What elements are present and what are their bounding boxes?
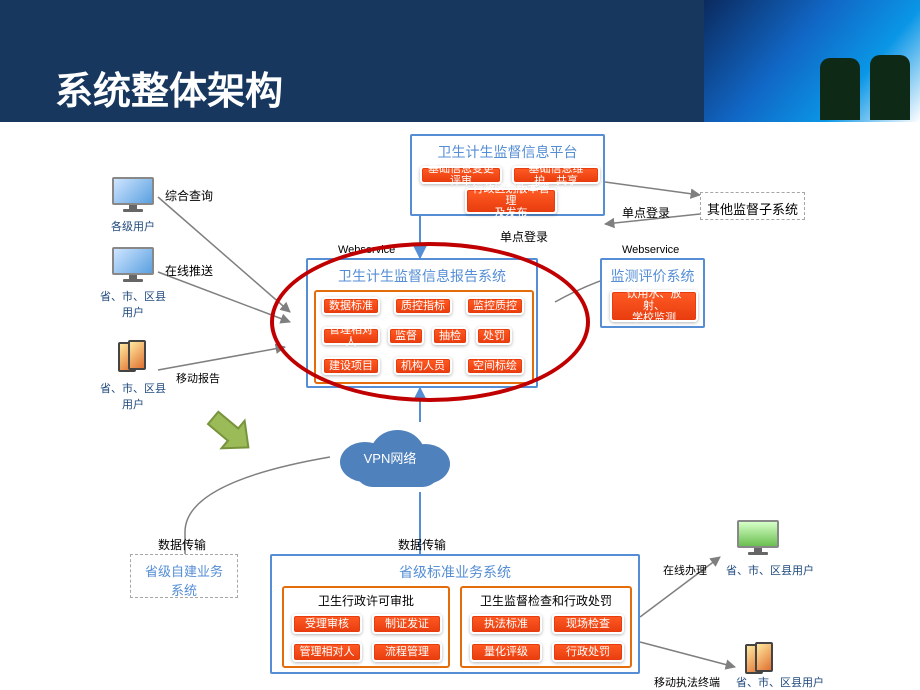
pill-ps-l-1: 制证发证 xyxy=(372,614,442,634)
monitor-icon-2 xyxy=(110,247,156,287)
dt-left: 数据传输 xyxy=(158,536,206,553)
prov-std-right-title: 卫生监督检查和行政处罚 xyxy=(462,588,630,609)
monitor-icon-3 xyxy=(735,520,781,560)
prov-std-left: 卫生行政许可审批 受理审核 制证发证 管理相对人 流程管理 xyxy=(282,586,450,668)
dt-right: 数据传输 xyxy=(398,536,446,553)
user1-caption: 各级用户 xyxy=(100,218,166,234)
prov-std-left-title: 卫生行政许可审批 xyxy=(284,588,448,609)
prov-std-title: 省级标准业务系统 xyxy=(272,556,638,586)
red-ellipse xyxy=(270,242,590,402)
pill-ps-l-0: 受理审核 xyxy=(292,614,362,634)
ws-label-eval: Webservice xyxy=(622,244,679,256)
pill-ps-r-0: 执法标准 xyxy=(470,614,542,634)
monitor-icon-1 xyxy=(110,177,156,217)
phone-icon-2 xyxy=(745,642,779,676)
pill-base-change: 基础信息变更评审 xyxy=(420,166,502,184)
slide-title: 系统整体架构 xyxy=(55,60,283,115)
cloud-label: VPN网络 xyxy=(330,448,450,467)
diagram-canvas: 卫生计生监督信息平台 基础信息变更评审 基础信息维护、共享 行政区划版本管理 及… xyxy=(0,122,920,690)
green-arrow xyxy=(200,402,260,462)
rb-caption-1: 省、市、区县用户 xyxy=(730,674,830,690)
login-label-2: 单点登录 xyxy=(500,228,548,245)
pill-ps-r-1: 现场检查 xyxy=(552,614,624,634)
pill-region-ver: 行政区划版本管理 及发布 xyxy=(465,188,557,214)
prov-std-right: 卫生监督检查和行政处罚 执法标准 现场检查 量化评级 行政处罚 xyxy=(460,586,632,668)
rb-caption-0: 省、市、区县用户 xyxy=(720,562,820,578)
other-sub-box: 其他监督子系统 xyxy=(700,192,805,220)
login-label-1: 单点登录 xyxy=(622,204,670,221)
rb-action-1: 移动执法终端 xyxy=(654,674,720,690)
header-image xyxy=(704,0,920,122)
rb-action-0: 在线办理 xyxy=(663,562,707,578)
vpn-cloud: VPN网络 xyxy=(330,422,450,492)
pill-base-maintain: 基础信息维护、共享 xyxy=(512,166,600,184)
user2-caption: 省、市、区县 用户 xyxy=(95,288,171,320)
prov-self-box: 省级自建业务 系统 xyxy=(130,554,238,598)
user3-caption: 省、市、区县 用户 xyxy=(95,380,171,412)
pill-ps-r-3: 行政处罚 xyxy=(552,642,624,662)
user3-action: 移动报告 xyxy=(176,370,220,386)
other-sub-label: 其他监督子系统 xyxy=(701,193,804,224)
top-platform-title: 卫生计生监督信息平台 xyxy=(412,136,603,166)
monitor-eval-box: 监测评价系统 饮用水、放射、 学校监测 xyxy=(600,258,705,328)
prov-self-label: 省级自建业务 系统 xyxy=(131,555,237,605)
user1-action: 综合查询 xyxy=(165,187,213,204)
user2-action: 在线推送 xyxy=(165,262,213,279)
slide-header: 系统整体架构 xyxy=(0,0,920,122)
top-platform-box: 卫生计生监督信息平台 基础信息变更评审 基础信息维护、共享 行政区划版本管理 及… xyxy=(410,134,605,216)
pill-eval-0: 饮用水、放射、 学校监测 xyxy=(610,290,698,322)
pill-ps-r-2: 量化评级 xyxy=(470,642,542,662)
pill-ps-l-3: 流程管理 xyxy=(372,642,442,662)
monitor-eval-title: 监测评价系统 xyxy=(602,260,703,290)
phone-icon-1 xyxy=(118,340,152,374)
pill-ps-l-2: 管理相对人 xyxy=(292,642,362,662)
prov-std-box: 省级标准业务系统 卫生行政许可审批 受理审核 制证发证 管理相对人 流程管理 卫… xyxy=(270,554,640,674)
